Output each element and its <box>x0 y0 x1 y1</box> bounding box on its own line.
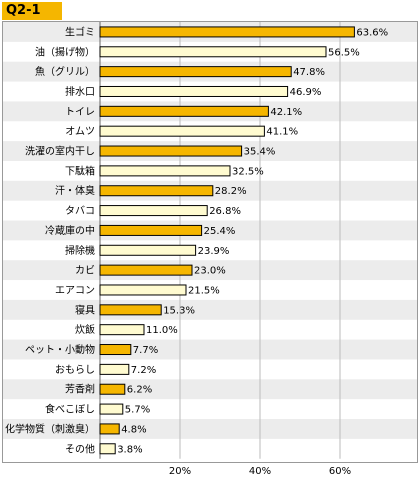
bar <box>99 324 145 336</box>
category-label: 生ゴミ <box>65 25 95 38</box>
x-tick-label: 40% <box>249 466 271 477</box>
value-label: 5.7% <box>125 405 150 416</box>
value-label: 3.8% <box>117 444 142 455</box>
bar <box>99 383 126 395</box>
category-label: 排水口 <box>65 85 95 98</box>
value-label: 21.5% <box>188 285 220 296</box>
bar <box>99 66 292 78</box>
bar <box>99 264 193 276</box>
bar <box>99 403 124 415</box>
category-label: 芳香剤 <box>65 383 95 396</box>
category-label: 洗濯の室内干し <box>25 145 95 158</box>
bar <box>99 185 214 197</box>
category-label: 食べこぼし <box>45 403 95 416</box>
category-label: 冷蔵庫の中 <box>45 224 95 237</box>
category-label: トイレ <box>65 107 95 118</box>
category-label: カビ <box>75 265 95 277</box>
value-label: 4.8% <box>121 424 146 435</box>
value-label: 28.2% <box>215 186 247 197</box>
bar <box>99 165 231 177</box>
value-label: 23.0% <box>194 266 226 277</box>
x-tick-label: 20% <box>169 466 191 477</box>
category-label: その他 <box>65 442 95 455</box>
category-label: タバコ <box>65 205 95 217</box>
value-label: 6.2% <box>127 385 152 396</box>
question-label: Q2-1 <box>2 2 62 20</box>
bar <box>99 284 187 296</box>
bar <box>99 105 269 117</box>
value-label: 41.1% <box>266 127 298 138</box>
bar <box>99 244 197 256</box>
bar <box>99 46 327 58</box>
category-label: 油（揚げ物） <box>35 45 95 58</box>
value-label: 63.6% <box>356 27 388 38</box>
value-label: 15.3% <box>163 305 195 316</box>
bar <box>99 443 116 455</box>
category-label: 魚（グリル） <box>35 65 95 78</box>
category-label: おもらし <box>55 364 95 376</box>
category-label: 寝具 <box>75 303 95 316</box>
category-label: 汗・体臭 <box>55 184 95 197</box>
bar <box>99 344 132 356</box>
bar <box>99 423 120 435</box>
value-label: 56.5% <box>328 47 360 58</box>
bar <box>99 304 162 316</box>
x-tick-label: 60% <box>329 466 351 477</box>
value-label: 32.5% <box>232 166 264 177</box>
value-label: 23.9% <box>198 246 230 257</box>
value-label: 11.0% <box>146 325 178 336</box>
value-label: 42.1% <box>270 107 302 118</box>
category-label: 下駄箱 <box>65 164 95 177</box>
bar <box>99 125 265 137</box>
category-label: ペット・小動物 <box>25 343 95 356</box>
value-label: 26.8% <box>209 206 241 217</box>
value-label: 47.8% <box>293 67 325 78</box>
bar <box>99 363 130 375</box>
category-label: 化学物質（刺激臭） <box>5 422 95 435</box>
category-label: オムツ <box>65 126 95 138</box>
category-label: エアコン <box>55 285 95 296</box>
bar <box>99 224 203 236</box>
bar <box>99 85 289 97</box>
bar <box>99 145 243 157</box>
value-label: 46.9% <box>290 87 322 98</box>
bar <box>99 205 208 217</box>
bar <box>99 26 355 38</box>
value-label: 7.2% <box>131 365 156 376</box>
category-label: 炊飯 <box>75 323 95 336</box>
value-label: 35.4% <box>244 147 276 158</box>
value-label: 7.7% <box>133 345 158 356</box>
row-stripe <box>3 299 417 320</box>
category-label: 掃除機 <box>65 244 95 257</box>
value-label: 25.4% <box>204 226 236 237</box>
